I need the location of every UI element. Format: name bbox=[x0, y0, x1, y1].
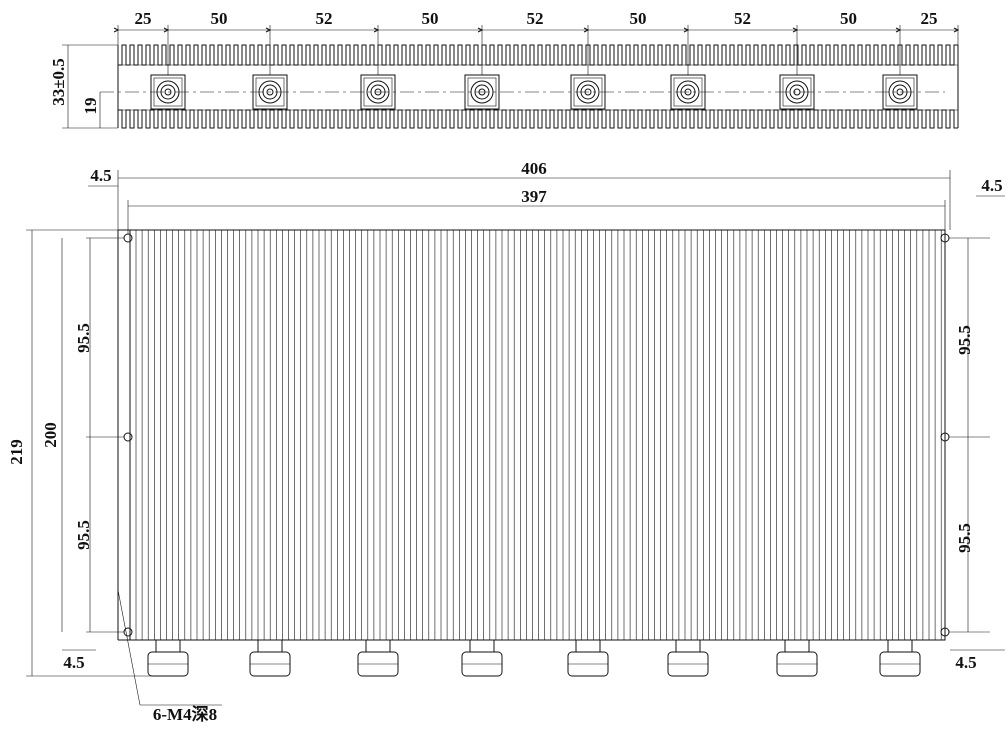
connector bbox=[673, 77, 703, 107]
connector bbox=[470, 80, 494, 104]
arrow bbox=[265, 27, 272, 33]
connector bbox=[156, 80, 180, 104]
connector bbox=[892, 84, 908, 100]
spacing-dimension: 25 bbox=[135, 9, 152, 28]
connector bbox=[789, 84, 805, 100]
spacing-dimension: 50 bbox=[211, 9, 228, 28]
overall-height: 219 bbox=[7, 439, 26, 465]
hole-height: 200 bbox=[41, 422, 60, 448]
arrow bbox=[953, 27, 960, 33]
connector bbox=[680, 84, 696, 100]
mount-hole bbox=[123, 233, 133, 243]
connector bbox=[885, 77, 915, 107]
arrow bbox=[373, 27, 380, 33]
hole-spacing: 397 bbox=[521, 187, 547, 206]
connector bbox=[374, 88, 382, 96]
connector bbox=[888, 80, 912, 104]
connector bbox=[258, 80, 282, 104]
connector bbox=[782, 77, 812, 107]
hole-spacing-left: 95.5 bbox=[74, 520, 93, 550]
connector bbox=[363, 77, 393, 107]
line bbox=[117, 589, 141, 706]
connector bbox=[467, 77, 497, 107]
connector bbox=[262, 84, 278, 100]
connector bbox=[684, 88, 692, 96]
spacing-dimension: 52 bbox=[527, 9, 544, 28]
spacing-dimension: 50 bbox=[422, 9, 439, 28]
arrow bbox=[895, 27, 902, 33]
connector bbox=[580, 84, 596, 100]
connector bbox=[255, 77, 285, 107]
connector bbox=[478, 88, 486, 96]
top-fins bbox=[117, 44, 958, 66]
port bbox=[155, 639, 181, 653]
connector bbox=[474, 84, 490, 100]
edge-offset: 4.5 bbox=[63, 653, 84, 672]
connector bbox=[576, 80, 600, 104]
port bbox=[575, 639, 601, 653]
port bbox=[365, 639, 391, 653]
center-dimension: 19 bbox=[81, 98, 100, 115]
connector bbox=[153, 77, 183, 107]
spacing-dimension: 52 bbox=[734, 9, 751, 28]
body bbox=[129, 229, 946, 641]
arrow bbox=[477, 27, 484, 33]
overall-length: 406 bbox=[521, 159, 547, 178]
arrow bbox=[113, 27, 120, 33]
port bbox=[469, 639, 495, 653]
connector bbox=[160, 84, 176, 100]
port bbox=[887, 639, 913, 653]
spacing-dimension: 50 bbox=[630, 9, 647, 28]
spacing-dimension: 52 bbox=[316, 9, 333, 28]
bottom-fins bbox=[117, 109, 958, 129]
edge-offset: 4.5 bbox=[955, 653, 976, 672]
height-dimension: 33±0.5 bbox=[49, 58, 68, 106]
connector bbox=[573, 77, 603, 107]
connector bbox=[896, 88, 904, 96]
connector bbox=[785, 80, 809, 104]
spacing-dimension: 50 bbox=[840, 9, 857, 28]
connector bbox=[793, 88, 801, 96]
port bbox=[784, 639, 810, 653]
connector bbox=[164, 88, 172, 96]
spacing-dimension: 25 bbox=[921, 9, 938, 28]
hole-spacing-right: 95.5 bbox=[955, 325, 974, 355]
arrow bbox=[163, 27, 170, 33]
hole-spacing-right: 95.5 bbox=[955, 523, 974, 553]
arrow bbox=[683, 27, 690, 33]
port bbox=[675, 639, 701, 653]
mount-hole bbox=[123, 432, 133, 442]
hole-callout: 6-M4深8 bbox=[153, 704, 217, 724]
port bbox=[257, 639, 283, 653]
connector bbox=[366, 80, 390, 104]
arrow bbox=[792, 27, 799, 33]
edge-offset: 4.5 bbox=[90, 166, 111, 185]
arrow bbox=[583, 27, 590, 33]
connector bbox=[370, 84, 386, 100]
connector bbox=[676, 80, 700, 104]
edge-offset: 4.5 bbox=[981, 176, 1002, 195]
hole-spacing-left: 95.5 bbox=[74, 323, 93, 353]
connector bbox=[584, 88, 592, 96]
connector bbox=[266, 88, 274, 96]
